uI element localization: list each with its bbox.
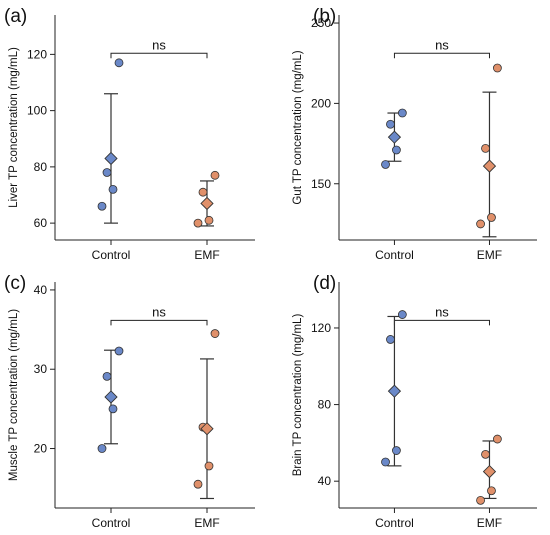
mean-marker xyxy=(200,196,214,211)
mean-marker xyxy=(387,384,402,398)
data-point xyxy=(108,184,118,194)
panel-c: (c) 20 30 40 Muscle TP concentration (mg/mL)… xyxy=(4,273,255,530)
mean-marker xyxy=(200,422,214,436)
data-point xyxy=(492,63,502,73)
data-point xyxy=(210,329,220,338)
data-point xyxy=(397,310,407,319)
data-point xyxy=(102,371,112,381)
y-axis-label: Muscle TP concentration (mg/mL) xyxy=(8,309,20,481)
data-point xyxy=(492,434,502,444)
panel-b: (b) 150 200 250 Gut TP concentration (mg/mL)… xyxy=(292,6,537,262)
x-tick-label: Control xyxy=(92,516,131,530)
mean-marker xyxy=(104,390,118,404)
y-tick-label: 100 xyxy=(27,104,47,118)
data-point xyxy=(204,461,214,471)
significance-label: ns xyxy=(435,304,449,319)
data-point xyxy=(487,486,496,496)
mean-marker xyxy=(387,130,402,144)
significance-bracket xyxy=(393,52,490,59)
data-point xyxy=(481,449,490,459)
data-point xyxy=(108,404,118,414)
significance-label: ns xyxy=(435,37,449,52)
data-point xyxy=(476,219,485,229)
data-point xyxy=(392,446,401,455)
y-tick-label: 200 xyxy=(311,96,331,110)
mean-marker xyxy=(104,151,118,166)
data-point xyxy=(397,108,407,118)
data-point xyxy=(381,160,390,169)
y-tick-label: 40 xyxy=(34,283,48,297)
significance-bracket xyxy=(110,52,208,59)
data-point xyxy=(210,170,220,180)
y-tick-label: 250 xyxy=(311,16,331,30)
data-point xyxy=(386,335,395,344)
y-tick-label: 120 xyxy=(311,321,331,335)
x-tick-label: EMF xyxy=(477,248,502,262)
data-point xyxy=(97,201,107,211)
panel-label: (d) xyxy=(313,273,336,294)
data-point xyxy=(114,346,124,356)
mean-marker xyxy=(482,464,497,479)
data-point xyxy=(193,479,203,489)
mean-marker xyxy=(482,159,497,173)
y-tick-label: 60 xyxy=(34,216,48,230)
y-tick-label: 150 xyxy=(311,177,331,191)
y-tick-label: 40 xyxy=(318,474,332,488)
data-point xyxy=(392,145,401,155)
data-point xyxy=(487,213,496,222)
y-tick-label: 30 xyxy=(34,362,48,376)
data-point xyxy=(476,495,485,505)
y-tick-label: 80 xyxy=(318,398,332,412)
data-point xyxy=(386,119,395,129)
y-tick-label: 20 xyxy=(34,442,48,456)
x-tick-label: Control xyxy=(375,248,414,262)
y-axis-label: Brain TP concentration (mg/mL) xyxy=(292,314,304,477)
panel-label: (a) xyxy=(4,6,27,27)
data-point xyxy=(198,187,208,197)
significance-bracket xyxy=(393,319,490,326)
significance-bracket xyxy=(110,319,208,326)
data-point xyxy=(381,457,390,467)
data-point xyxy=(114,58,124,68)
data-point xyxy=(102,168,112,177)
y-tick-label: 80 xyxy=(34,160,48,174)
y-tick-label: 120 xyxy=(27,47,47,61)
x-tick-label: EMF xyxy=(194,248,219,262)
data-point xyxy=(193,218,203,228)
x-tick-label: EMF xyxy=(477,516,502,530)
x-tick-label: EMF xyxy=(194,516,219,530)
y-axis-label: Liver TP concentration (mg/mL) xyxy=(8,47,20,208)
significance-label: ns xyxy=(152,37,166,52)
significance-label: ns xyxy=(152,304,166,319)
panel-label: (c) xyxy=(4,273,26,294)
panel-label: (b) xyxy=(313,6,336,27)
panel-a: (a) 60 80 100 120 Liver TP concentration (mg/… xyxy=(4,6,255,262)
data-point xyxy=(481,143,490,153)
data-point xyxy=(204,215,214,225)
x-tick-label: Control xyxy=(92,248,131,262)
y-axis-label: Gut TP concentration (mg/mL) xyxy=(292,50,304,204)
panel-d: (d) 40 80 120 Brain TP concentration (mg/mL)… xyxy=(292,273,537,530)
x-tick-label: Control xyxy=(375,516,414,530)
data-point xyxy=(97,444,107,453)
